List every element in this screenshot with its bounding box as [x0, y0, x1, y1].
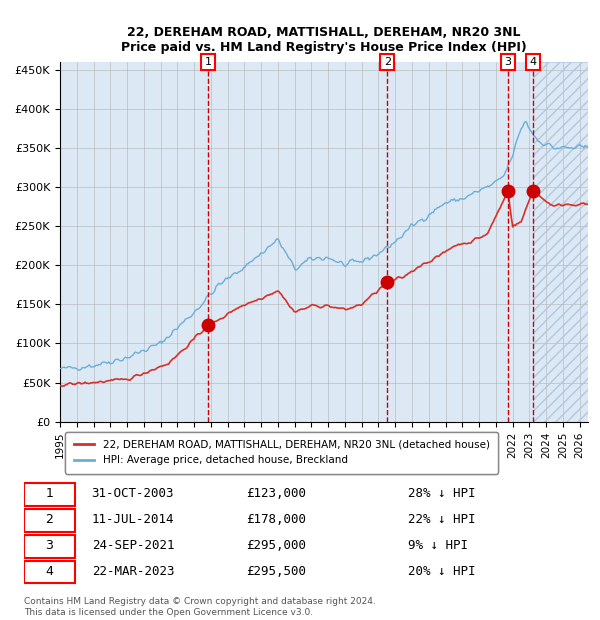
Text: 3: 3 — [505, 57, 512, 67]
Text: 2: 2 — [46, 513, 53, 526]
Text: 4: 4 — [529, 57, 536, 67]
Text: 1: 1 — [46, 487, 53, 500]
Title: 22, DEREHAM ROAD, MATTISHALL, DEREHAM, NR20 3NL
Price paid vs. HM Land Registry': 22, DEREHAM ROAD, MATTISHALL, DEREHAM, N… — [121, 26, 527, 54]
Text: 22-MAR-2023: 22-MAR-2023 — [92, 565, 174, 578]
Text: 9% ↓ HPI: 9% ↓ HPI — [407, 539, 467, 552]
Text: 3: 3 — [46, 539, 53, 552]
Text: 22% ↓ HPI: 22% ↓ HPI — [407, 513, 475, 526]
Text: 20% ↓ HPI: 20% ↓ HPI — [407, 565, 475, 578]
FancyBboxPatch shape — [24, 535, 75, 557]
Text: £123,000: £123,000 — [246, 487, 306, 500]
Text: £178,000: £178,000 — [246, 513, 306, 526]
FancyBboxPatch shape — [24, 484, 75, 506]
Text: 28% ↓ HPI: 28% ↓ HPI — [407, 487, 475, 500]
Text: £295,000: £295,000 — [246, 539, 306, 552]
Text: 1: 1 — [205, 57, 212, 67]
Text: £295,500: £295,500 — [246, 565, 306, 578]
Text: 31-OCT-2003: 31-OCT-2003 — [92, 487, 174, 500]
Text: 24-SEP-2021: 24-SEP-2021 — [92, 539, 174, 552]
Legend: 22, DEREHAM ROAD, MATTISHALL, DEREHAM, NR20 3NL (detached house), HPI: Average p: 22, DEREHAM ROAD, MATTISHALL, DEREHAM, N… — [65, 432, 498, 474]
Text: 11-JUL-2014: 11-JUL-2014 — [92, 513, 174, 526]
Bar — [533, 62, 588, 422]
FancyBboxPatch shape — [24, 509, 75, 531]
Text: 2: 2 — [384, 57, 391, 67]
Text: Contains HM Land Registry data © Crown copyright and database right 2024.
This d: Contains HM Land Registry data © Crown c… — [24, 598, 376, 617]
Bar — [533, 62, 588, 422]
FancyBboxPatch shape — [24, 561, 75, 583]
Text: 4: 4 — [46, 565, 53, 578]
